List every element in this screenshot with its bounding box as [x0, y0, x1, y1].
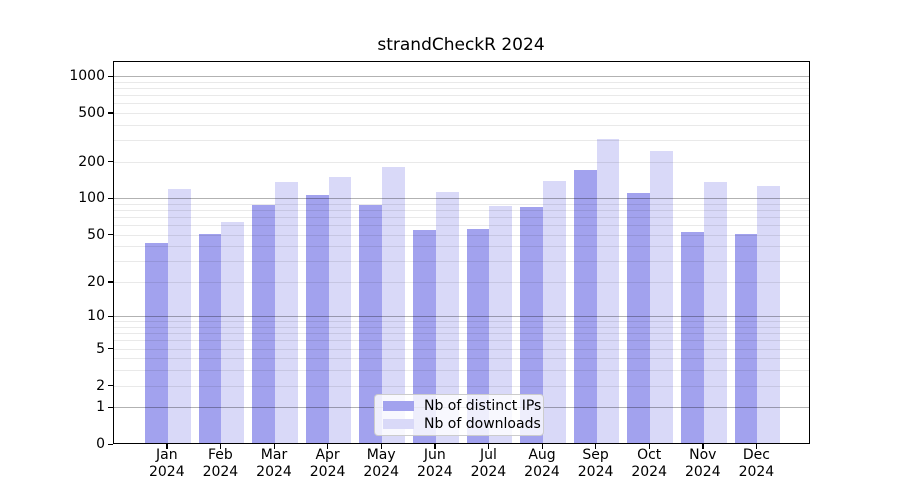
- y-tick-label-50: 50: [87, 226, 105, 243]
- y-tick-label-1: 1: [96, 399, 105, 416]
- y-tick-label-20: 20: [87, 273, 105, 290]
- y-tick-label-500: 500: [78, 104, 105, 121]
- x-tick-nov: [702, 444, 704, 449]
- bar-nb-of-distinct-ips-feb: [198, 233, 222, 443]
- bar-nb-of-downloads-aug: [543, 181, 566, 443]
- bar-nb-of-distinct-ips-dec: [734, 233, 758, 443]
- bar-nb-of-distinct-ips-aug: [520, 207, 543, 443]
- x-tick-jan: [166, 444, 168, 449]
- bar-nb-of-downloads-mar: [275, 182, 298, 443]
- x-tick-sep: [595, 444, 597, 449]
- bar-nb-of-distinct-ips-apr: [305, 194, 329, 443]
- y-tick-label-10: 10: [87, 308, 105, 325]
- x-tick-dec: [755, 444, 758, 449]
- bar-nb-of-downloads-jan: [167, 189, 191, 443]
- x-tick-jul: [487, 444, 490, 449]
- x-tick-apr: [327, 444, 329, 449]
- x-tick-label-nov: Nov 2024: [684, 447, 721, 480]
- bar-nb-of-distinct-ips-jan: [145, 242, 168, 443]
- x-tick-label-jan: Jan 2024: [148, 447, 185, 480]
- bar-nb-of-downloads-jun: [435, 192, 459, 443]
- x-tick-aug: [541, 444, 543, 449]
- legend: Nb of distinct IPs Nb of downloads: [374, 394, 544, 436]
- chart-title: strandCheckR 2024: [377, 35, 545, 55]
- bar-nb-of-distinct-ips-sep: [573, 169, 597, 443]
- bar-nb-of-distinct-ips-may: [359, 205, 383, 443]
- x-tick-mar: [273, 444, 275, 449]
- bar-nb-of-downloads-sep: [596, 139, 620, 443]
- bar-nb-of-distinct-ips-oct: [627, 193, 651, 443]
- x-tick-label-aug: Aug 2024: [524, 447, 560, 480]
- y-tick-label-100: 100: [78, 190, 105, 207]
- legend-swatch-distinct-ips: [383, 401, 414, 411]
- bar-nb-of-downloads-dec: [757, 186, 781, 443]
- y-tick-label-0: 0: [96, 436, 105, 452]
- bar-nb-of-downloads-may: [382, 167, 405, 443]
- plot-area: [112, 61, 810, 444]
- bar-nb-of-downloads-oct: [650, 150, 673, 443]
- x-tick-feb: [219, 444, 222, 449]
- y-tick-label-200: 200: [78, 153, 105, 170]
- bar-nb-of-distinct-ips-jun: [413, 229, 436, 443]
- x-tick-label-may: May 2024: [363, 447, 399, 480]
- x-tick-label-sep: Sep 2024: [577, 447, 614, 480]
- legend-item-distinct-ips: Nb of distinct IPs: [383, 398, 541, 414]
- x-tick-may: [380, 444, 382, 449]
- bar-nb-of-downloads-nov: [703, 181, 727, 443]
- x-tick-label-mar: Mar 2024: [256, 447, 292, 480]
- x-tick-label-jul: Jul 2024: [470, 447, 507, 480]
- x-tick-label-jun: Jun 2024: [416, 447, 453, 480]
- x-tick-label-dec: Dec 2024: [738, 447, 775, 480]
- legend-swatch-downloads: [383, 419, 414, 429]
- bar-nb-of-distinct-ips-mar: [252, 204, 275, 443]
- x-tick-label-feb: Feb 2024: [202, 447, 239, 480]
- bar-nb-of-downloads-feb: [221, 222, 245, 443]
- y-tick-label-1000: 1000: [69, 68, 105, 85]
- bar-nb-of-downloads-apr: [328, 176, 352, 443]
- y-tick-label-2: 2: [96, 377, 105, 394]
- legend-label-downloads: Nb of downloads: [424, 415, 541, 432]
- bar-nb-of-distinct-ips-jul: [466, 228, 490, 443]
- x-tick-jun: [434, 444, 436, 449]
- x-tick-label-apr: Apr 2024: [309, 447, 346, 480]
- bar-nb-of-distinct-ips-nov: [681, 231, 704, 443]
- bars-layer: [114, 62, 809, 443]
- legend-item-downloads: Nb of downloads: [383, 416, 541, 432]
- x-tick-label-oct: Oct 2024: [631, 447, 667, 480]
- bar-nb-of-downloads-jul: [489, 206, 513, 443]
- legend-label-distinct-ips: Nb of distinct IPs: [424, 397, 542, 414]
- x-tick-oct: [648, 444, 650, 449]
- y-tick-label-5: 5: [96, 340, 105, 357]
